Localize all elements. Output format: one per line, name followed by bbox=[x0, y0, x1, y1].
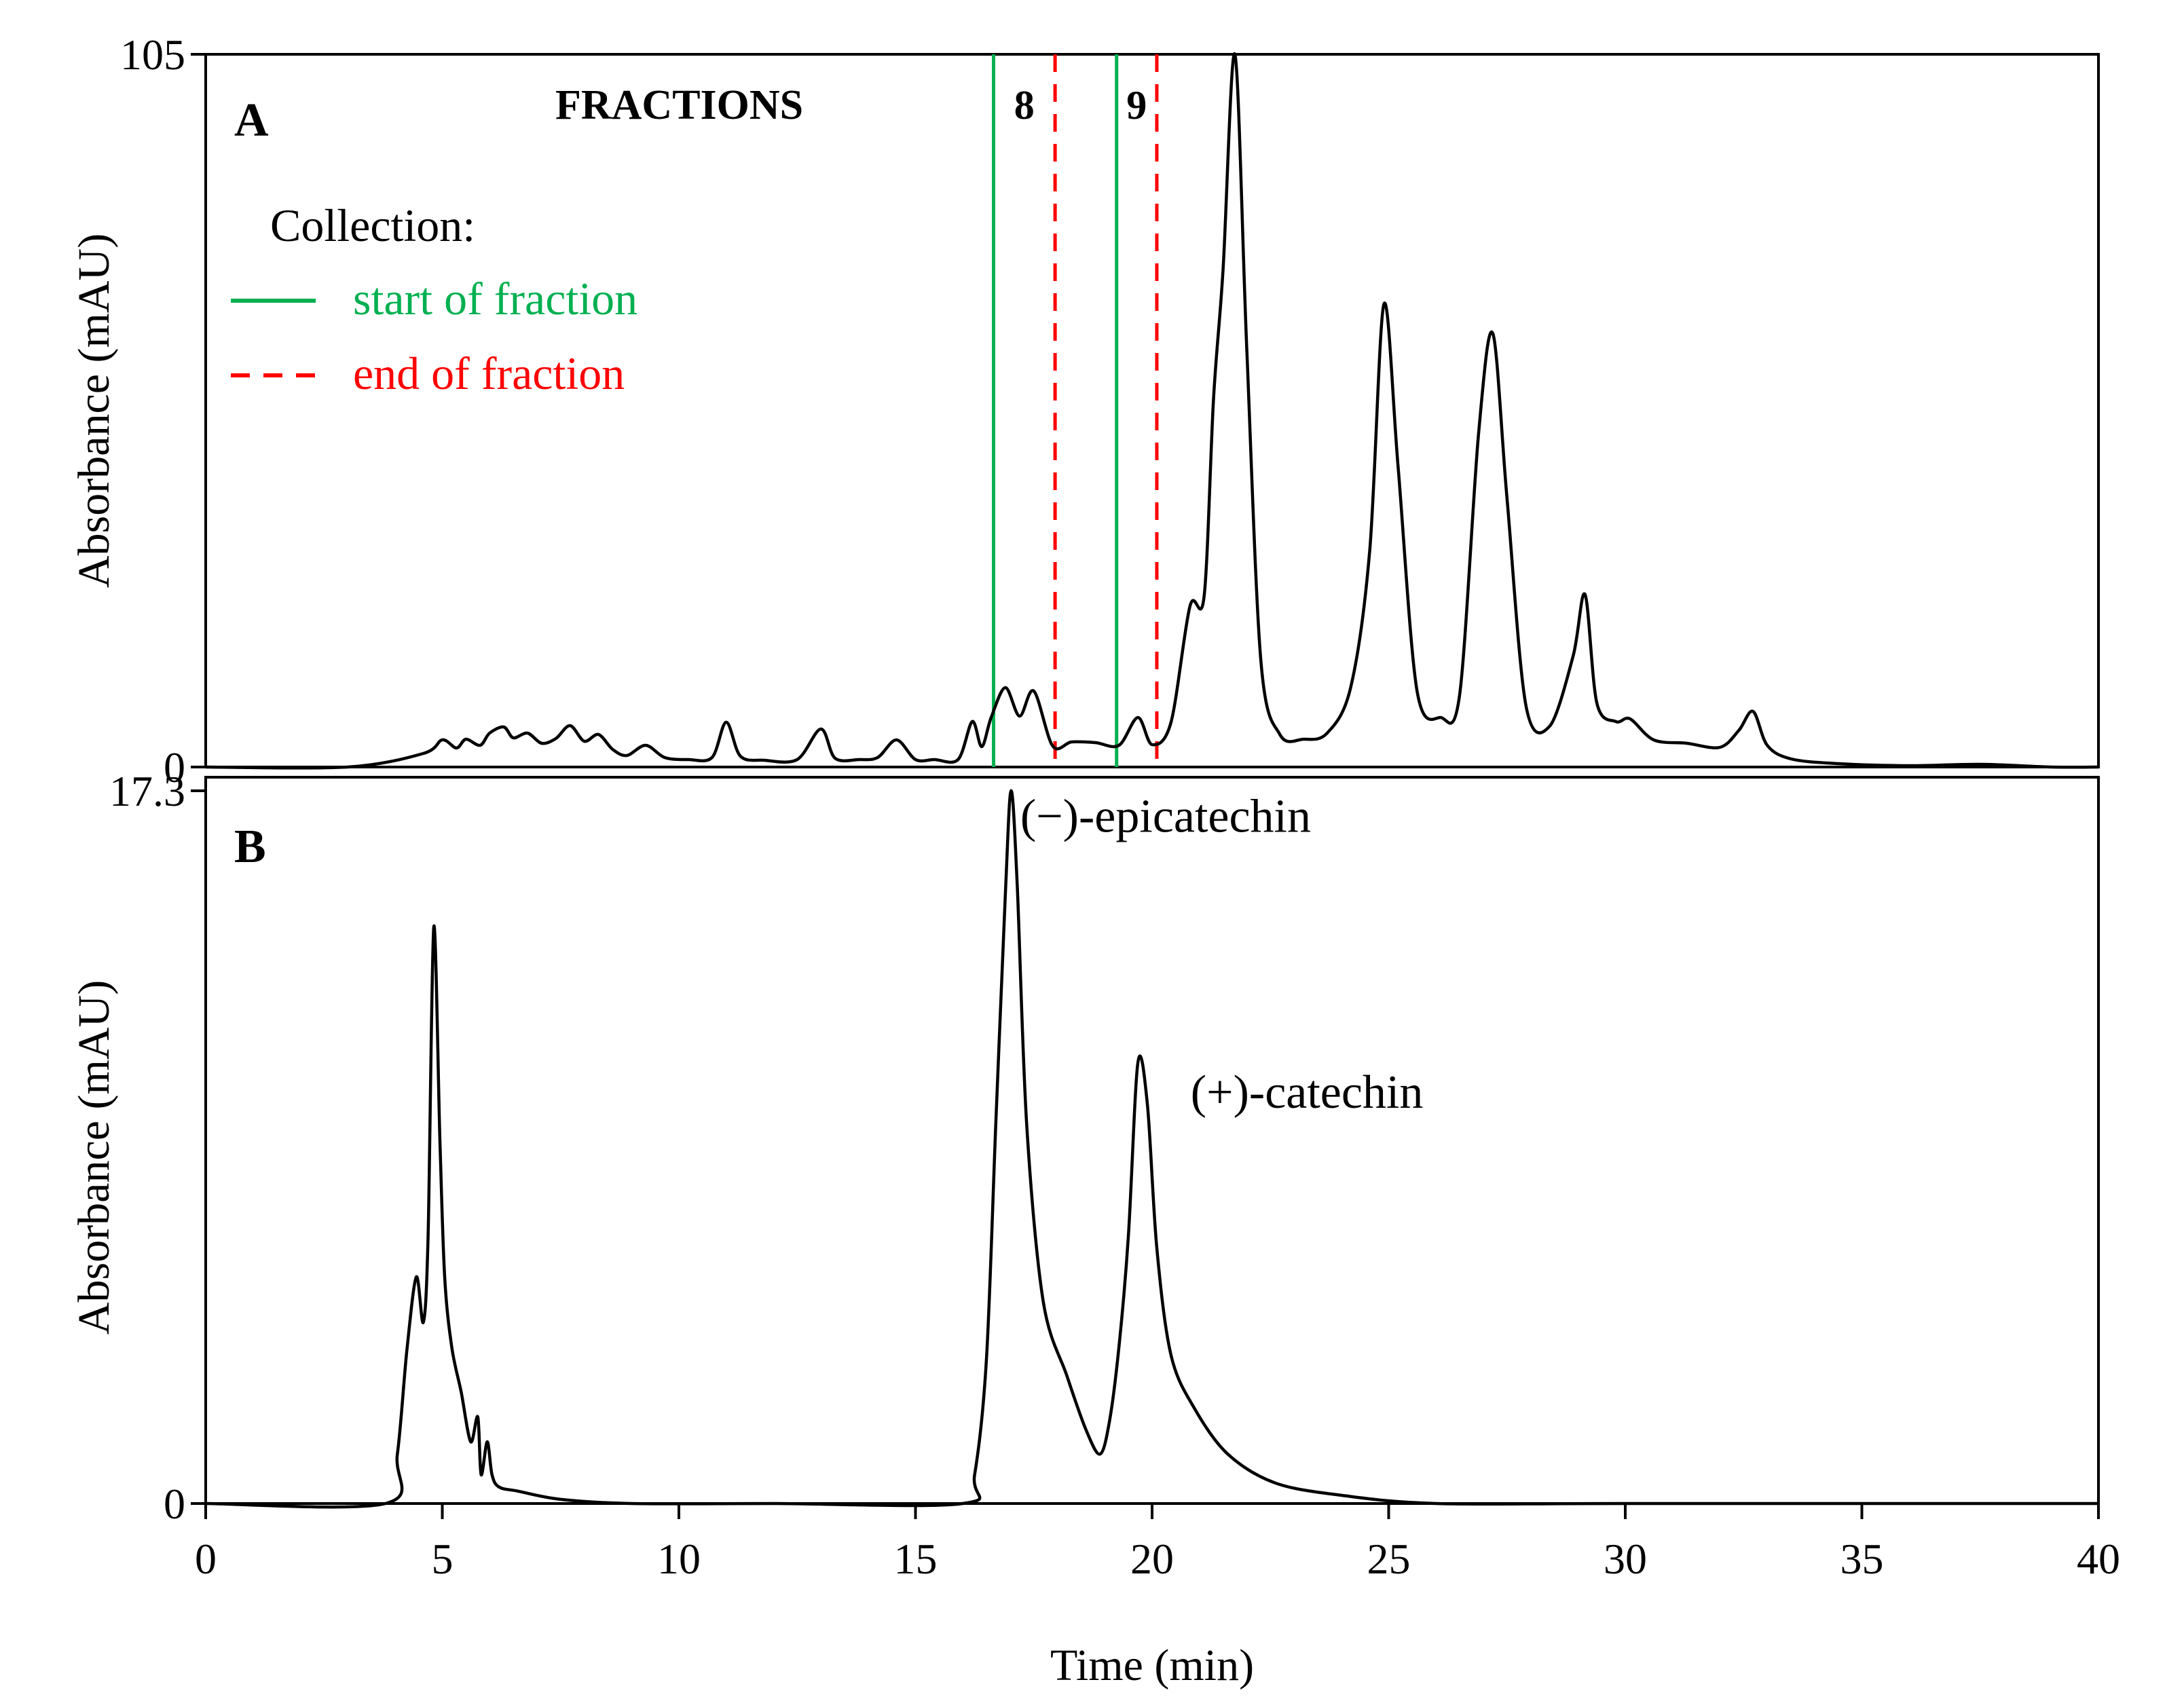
panel-b-y-tick-label-1: 17.3 bbox=[109, 767, 185, 815]
x-tick-label-30: 30 bbox=[1604, 1535, 1647, 1583]
panel-b-trace bbox=[205, 789, 2098, 1509]
legend-start-label: start of fraction bbox=[353, 273, 637, 324]
epicatechin-peak-label: (−)-epicatechin bbox=[1020, 790, 1311, 842]
x-axis-title: Time (min) bbox=[1050, 1641, 1254, 1690]
fractions-heading: FRACTIONS bbox=[555, 82, 803, 128]
panel-b-y-tick-label-0: 0 bbox=[164, 1480, 185, 1528]
catechin-peak-label: (+)-catechin bbox=[1191, 1066, 1424, 1119]
x-tick-label-35: 35 bbox=[1840, 1535, 1884, 1583]
fraction-label-9: 9 bbox=[1126, 83, 1147, 128]
panel-b-y-axis-title: Absorbance (mAU) bbox=[69, 980, 119, 1334]
legend: Collection: start of fraction end of fra… bbox=[231, 200, 637, 399]
panel-a-frame bbox=[204, 53, 2100, 768]
panel-a-fraction-markers bbox=[992, 54, 1159, 767]
x-tick-label-15: 15 bbox=[894, 1535, 938, 1583]
panel-a-trace bbox=[205, 52, 2099, 770]
panel-a-y-tick-label-0: 0 bbox=[164, 743, 185, 791]
panel-b-label: B bbox=[234, 821, 266, 873]
x-tick-label-10: 10 bbox=[657, 1535, 701, 1583]
legend-end-label: end of fraction bbox=[353, 348, 625, 399]
panel-a-y-axis-title: Absorbance (mAU) bbox=[69, 234, 119, 588]
x-tick-label-40: 40 bbox=[2077, 1535, 2120, 1583]
panel-a-label: A bbox=[234, 94, 269, 147]
panel-a: 0 105 A FRACTIONS 8 9 Collection: start o… bbox=[69, 31, 2100, 791]
panel-b-y-axis: 017.3 bbox=[109, 767, 206, 1528]
fraction-label-8: 8 bbox=[1014, 83, 1035, 128]
legend-title: Collection: bbox=[270, 200, 475, 251]
panel-b-frame bbox=[204, 776, 2100, 1505]
x-tick-label-5: 5 bbox=[432, 1535, 454, 1583]
panel-a-y-tick-label-1: 105 bbox=[120, 31, 185, 79]
panel-b: 017.3 0 5 10 15 20 25 30 35 40 B (−)-epicatechin… bbox=[69, 767, 2120, 1690]
x-tick-label-0: 0 bbox=[195, 1535, 217, 1583]
panel-a-y-axis: 0 105 bbox=[120, 31, 206, 791]
x-tick-label-20: 20 bbox=[1130, 1535, 1174, 1583]
x-axis: 0 5 10 15 20 25 30 35 40 bbox=[195, 1504, 2120, 1583]
x-tick-label-25: 25 bbox=[1367, 1535, 1411, 1583]
